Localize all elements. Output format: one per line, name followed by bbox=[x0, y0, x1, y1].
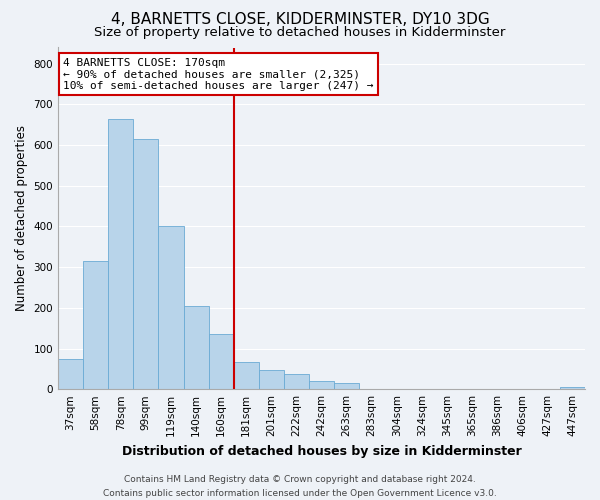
X-axis label: Distribution of detached houses by size in Kidderminster: Distribution of detached houses by size … bbox=[122, 444, 521, 458]
Bar bbox=[158, 226, 184, 389]
Bar bbox=[133, 139, 158, 389]
Bar bbox=[184, 306, 209, 389]
Bar bbox=[233, 362, 259, 389]
Text: Size of property relative to detached houses in Kidderminster: Size of property relative to detached ho… bbox=[94, 26, 506, 39]
Bar bbox=[83, 261, 108, 389]
Bar bbox=[108, 118, 133, 389]
Bar bbox=[309, 381, 334, 389]
Text: 4 BARNETTS CLOSE: 170sqm
← 90% of detached houses are smaller (2,325)
10% of sem: 4 BARNETTS CLOSE: 170sqm ← 90% of detach… bbox=[64, 58, 374, 91]
Bar bbox=[209, 334, 233, 389]
Y-axis label: Number of detached properties: Number of detached properties bbox=[15, 126, 28, 312]
Bar bbox=[560, 387, 585, 389]
Text: Contains HM Land Registry data © Crown copyright and database right 2024.
Contai: Contains HM Land Registry data © Crown c… bbox=[103, 476, 497, 498]
Bar bbox=[334, 383, 359, 389]
Bar bbox=[259, 370, 284, 389]
Text: 4, BARNETTS CLOSE, KIDDERMINSTER, DY10 3DG: 4, BARNETTS CLOSE, KIDDERMINSTER, DY10 3… bbox=[110, 12, 490, 28]
Bar bbox=[284, 374, 309, 389]
Bar bbox=[58, 358, 83, 389]
